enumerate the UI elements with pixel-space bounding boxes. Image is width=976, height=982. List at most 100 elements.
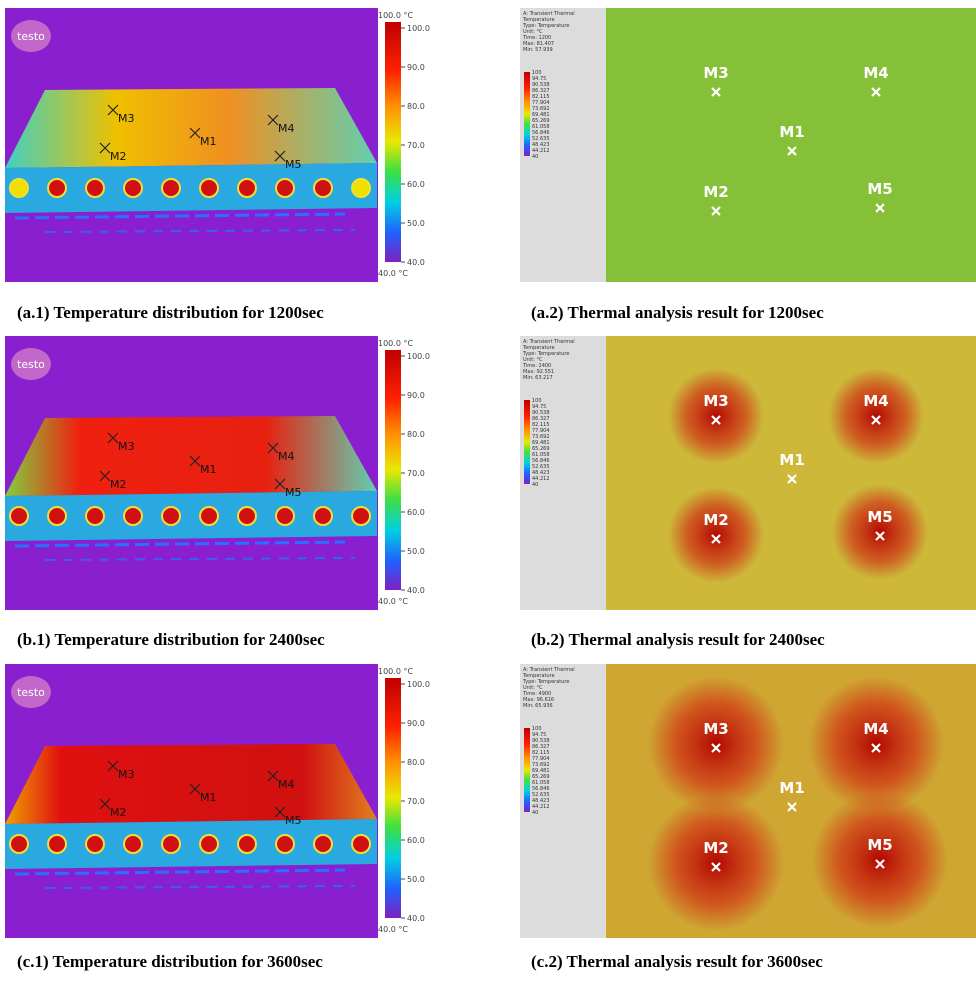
marker-label: M2 bbox=[703, 511, 728, 529]
marker-label: M4 bbox=[863, 392, 888, 410]
legend-bar bbox=[524, 400, 530, 484]
hot-spot bbox=[668, 487, 764, 583]
simulation: A: Transient ThermalTemperatureType: Tem… bbox=[520, 8, 976, 282]
thermal-photo: testoM1M2M3M4M5100.0 °C40.0 °C100.090.08… bbox=[5, 664, 430, 938]
marker-label: M3 bbox=[118, 440, 135, 453]
port bbox=[200, 179, 218, 197]
scale-tick-label: 60.0 bbox=[407, 836, 425, 845]
marker-label: M3 bbox=[118, 768, 135, 781]
scale-max: 100.0 °C bbox=[378, 667, 413, 676]
marker-label: M4 bbox=[863, 720, 888, 738]
scale-max: 100.0 °C bbox=[378, 339, 413, 348]
scale-tick-label: 100.0 bbox=[407, 352, 430, 361]
logo: testo bbox=[17, 30, 45, 43]
scale-max: 100.0 °C bbox=[378, 11, 413, 20]
marker-label: M3 bbox=[703, 64, 728, 82]
port bbox=[238, 835, 256, 853]
port bbox=[314, 507, 332, 525]
caption: (c.1) Temperature distribution for 3600s… bbox=[17, 952, 323, 971]
legend-value: 40 bbox=[532, 154, 538, 160]
legend-value: 40 bbox=[532, 482, 538, 488]
scale-tick-label: 100.0 bbox=[407, 680, 430, 689]
port bbox=[10, 179, 28, 197]
port bbox=[48, 507, 66, 525]
marker-label: M1 bbox=[779, 779, 804, 797]
caption: (a.2) Thermal analysis result for 1200se… bbox=[531, 303, 824, 322]
marker-label: M5 bbox=[867, 508, 892, 526]
hot-spot bbox=[668, 368, 764, 464]
scale-tick-label: 80.0 bbox=[407, 758, 425, 767]
scale-tick-label: 90.0 bbox=[407, 391, 425, 400]
marker-label: M2 bbox=[703, 183, 728, 201]
marker-label: M4 bbox=[278, 122, 295, 135]
port bbox=[276, 507, 294, 525]
marker-label: M1 bbox=[200, 463, 217, 476]
hot-spot bbox=[808, 676, 944, 812]
scale-bar bbox=[385, 22, 401, 262]
sim-field bbox=[606, 8, 976, 282]
marker-label: M2 bbox=[110, 150, 127, 163]
marker-label: M3 bbox=[703, 392, 728, 410]
port bbox=[352, 507, 370, 525]
port bbox=[276, 179, 294, 197]
port bbox=[48, 179, 66, 197]
port bbox=[200, 507, 218, 525]
marker-label: M5 bbox=[867, 836, 892, 854]
caption: (c.2) Thermal analysis result for 3600se… bbox=[531, 952, 823, 971]
scale-tick-label: 60.0 bbox=[407, 508, 425, 517]
port bbox=[238, 507, 256, 525]
port bbox=[352, 179, 370, 197]
marker-label: M2 bbox=[110, 806, 127, 819]
port bbox=[124, 507, 142, 525]
marker-label: M1 bbox=[779, 123, 804, 141]
slab-top bbox=[5, 416, 377, 496]
port bbox=[238, 179, 256, 197]
marker-label: M4 bbox=[278, 778, 295, 791]
port bbox=[314, 179, 332, 197]
scale-tick-label: 90.0 bbox=[407, 63, 425, 72]
port bbox=[124, 179, 142, 197]
legend-value: 40 bbox=[532, 810, 538, 816]
port bbox=[276, 835, 294, 853]
legend-bar bbox=[524, 728, 530, 812]
marker-label: M5 bbox=[285, 486, 302, 499]
legend-header: Min: 63.217 bbox=[523, 375, 553, 381]
port bbox=[48, 835, 66, 853]
scale-tick-label: 50.0 bbox=[407, 219, 425, 228]
port bbox=[314, 835, 332, 853]
logo: testo bbox=[17, 358, 45, 371]
figure: testo M1 M2 M3 M4 M5 100.0 °C 40.0 °C 100.0 90.0 8… bbox=[0, 0, 976, 982]
marker-label: M1 bbox=[779, 451, 804, 469]
port bbox=[162, 179, 180, 197]
marker-label: M4 bbox=[863, 64, 888, 82]
thermal-photo: testoM1M2M3M4M5100.0 °C40.0 °C100.090.08… bbox=[5, 8, 430, 282]
port bbox=[10, 835, 28, 853]
hot-spot bbox=[828, 368, 924, 464]
page: {"rows": [ {"photo": {"logo": "testo", "… bbox=[0, 0, 976, 982]
port bbox=[86, 179, 104, 197]
scale-min: 40.0 °C bbox=[378, 925, 408, 934]
port bbox=[200, 835, 218, 853]
port bbox=[10, 507, 28, 525]
port bbox=[86, 507, 104, 525]
legend-bar bbox=[524, 72, 530, 156]
scale-tick-label: 40.0 bbox=[407, 258, 425, 267]
marker-label: M3 bbox=[118, 112, 135, 125]
scale-tick-label: 60.0 bbox=[407, 180, 425, 189]
marker-label: M2 bbox=[110, 478, 127, 491]
scale-tick-label: 80.0 bbox=[407, 102, 425, 111]
scale-bar bbox=[385, 678, 401, 918]
scale-min: 40.0 °C bbox=[378, 597, 408, 606]
marker-label: M5 bbox=[867, 180, 892, 198]
sim-field bbox=[606, 336, 976, 610]
scale-tick-label: 70.0 bbox=[407, 141, 425, 150]
scale-min: 40.0 °C bbox=[378, 269, 408, 278]
logo: testo bbox=[17, 686, 45, 699]
marker-label: M5 bbox=[285, 814, 302, 827]
slab-top bbox=[5, 88, 377, 168]
scale-tick-label: 90.0 bbox=[407, 719, 425, 728]
marker-label: M4 bbox=[278, 450, 295, 463]
scale-tick-label: 40.0 bbox=[407, 914, 425, 923]
